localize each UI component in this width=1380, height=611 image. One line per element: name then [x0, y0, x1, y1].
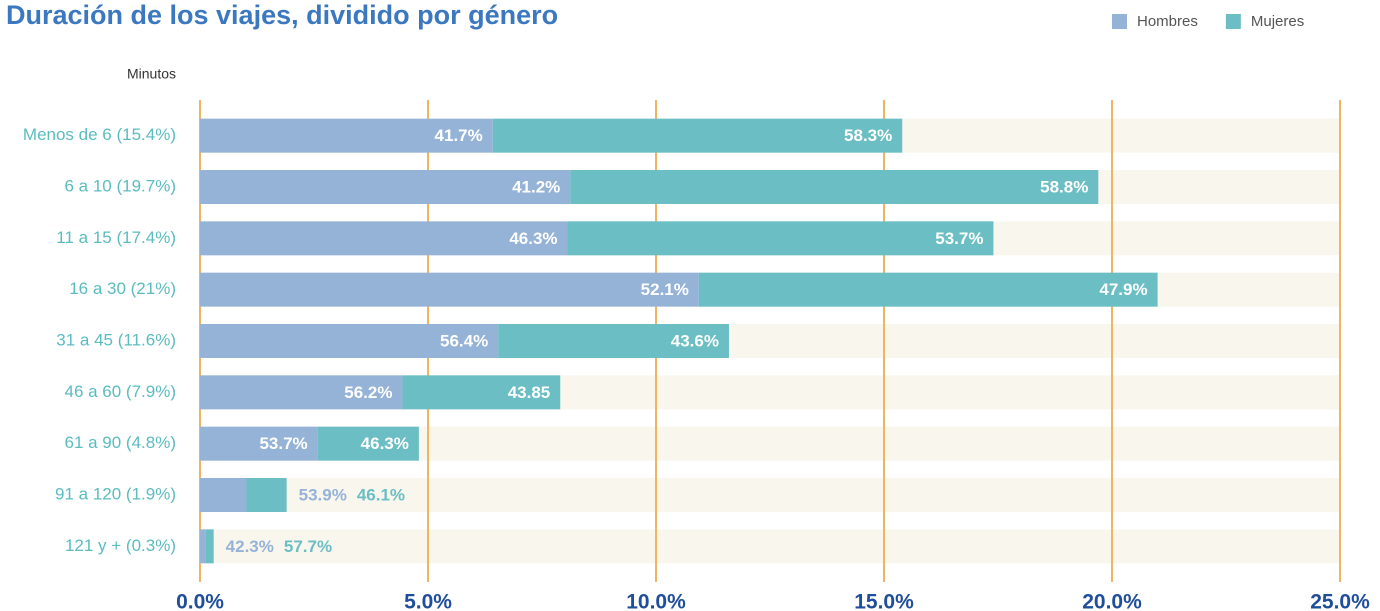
- legend-label: Hombres: [1137, 13, 1198, 30]
- bar-segment: [567, 221, 994, 256]
- y-tick-label: 91 a 120 (1.9%): [55, 484, 176, 503]
- bar-segment: [200, 118, 493, 153]
- data-label: 53.7%: [259, 434, 307, 453]
- y-tick-label: 11 a 15 (17.4%): [56, 228, 176, 247]
- bar-segment: [200, 170, 571, 204]
- legend-swatch: [1225, 14, 1241, 29]
- bar-segment: [200, 375, 403, 410]
- x-tick-label: 5.0%: [404, 591, 452, 611]
- bar-segment: [570, 170, 1099, 204]
- chart-title: Duración de los viajes, dividido por gén…: [6, 0, 558, 30]
- bar-segment: [492, 118, 903, 153]
- data-label: 56.4%: [440, 331, 488, 350]
- bar-segment: [317, 426, 419, 461]
- row-track: [200, 478, 1340, 512]
- data-label: 43.6%: [671, 331, 719, 350]
- data-label: 46.1%: [357, 485, 405, 504]
- y-tick-label: 16 a 30 (21%): [69, 279, 176, 298]
- x-tick-label: 0.0%: [176, 591, 224, 611]
- bar-segment: [200, 272, 699, 307]
- bar-segment: [498, 324, 729, 358]
- data-label: 41.7%: [435, 126, 483, 145]
- bar-segment: [402, 375, 561, 410]
- legend-label: Mujeres: [1251, 13, 1304, 30]
- y-tick-label: 31 a 45 (11.6%): [56, 330, 176, 349]
- data-label: 46.3%: [509, 229, 557, 248]
- bar-segment: [205, 529, 214, 564]
- y-tick-label: 61 a 90 (4.8%): [64, 433, 176, 452]
- y-tick-label: Menos de 6 (15.4%): [23, 125, 176, 144]
- x-tick-label: 10.0%: [626, 591, 686, 611]
- x-tick-label: 25.0%: [1310, 591, 1370, 611]
- bar-segment: [200, 426, 318, 461]
- x-tick-label: 15.0%: [854, 591, 914, 611]
- data-label: 57.7%: [284, 537, 332, 556]
- data-label: 56.2%: [344, 383, 392, 402]
- data-label: 47.9%: [1099, 280, 1147, 299]
- bar-segment: [200, 478, 247, 512]
- data-label: 58.3%: [844, 126, 892, 145]
- data-label: 46.3%: [361, 434, 409, 453]
- data-label: 53.7%: [935, 229, 983, 248]
- legend-swatch: [1112, 14, 1127, 29]
- data-label: 41.2%: [512, 177, 560, 196]
- y-tick-label: 121 y + (0.3%): [65, 536, 176, 555]
- x-tick-label: 20.0%: [1082, 591, 1142, 611]
- data-label: 58.8%: [1040, 177, 1088, 196]
- data-label: 52.1%: [641, 280, 689, 299]
- bar-segment: [698, 272, 1158, 307]
- data-label: 53.9%: [299, 485, 347, 504]
- bar-segment: [200, 324, 499, 358]
- data-label: 43.85: [508, 383, 551, 402]
- y-tick-label: 6 a 10 (19.7%): [64, 176, 176, 195]
- bar-segment: [200, 529, 206, 564]
- bar-segment: [200, 221, 568, 256]
- row-track: [200, 529, 1340, 564]
- y-axis-label: Minutos: [127, 66, 176, 82]
- y-tick-label: 46 a 60 (7.9%): [64, 382, 176, 401]
- data-label: 42.3%: [226, 537, 274, 556]
- bar-segment: [246, 478, 287, 512]
